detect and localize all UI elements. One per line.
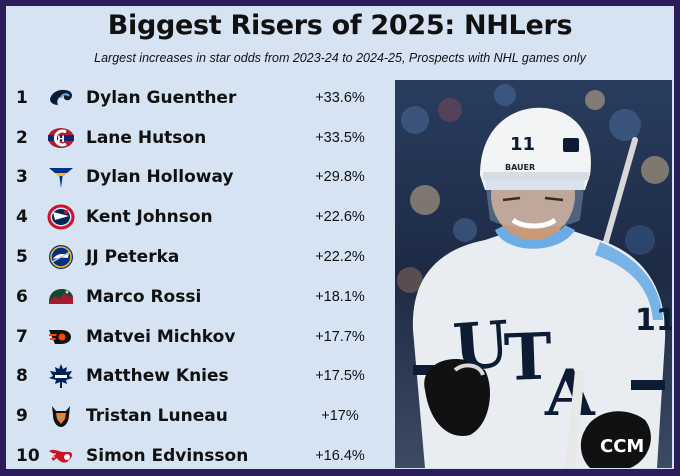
player-name: Marco Rossi xyxy=(86,286,202,307)
rank-number: 3 xyxy=(16,167,28,188)
svg-text:A: A xyxy=(544,356,596,431)
rank-number: 9 xyxy=(16,406,28,427)
rank-number: 1 xyxy=(16,87,28,108)
rank-number: 7 xyxy=(16,326,28,347)
player-name: Matthew Knies xyxy=(86,366,229,387)
list-item: 5 JJ Peterka +22.2% xyxy=(16,237,386,277)
helmet-brand: BAUER xyxy=(505,163,535,172)
star-odds-change: +17% xyxy=(321,408,359,425)
sabres-logo-icon xyxy=(46,243,76,271)
star-odds-change: +33.6% xyxy=(315,89,365,106)
star-odds-change: +17.7% xyxy=(315,328,365,345)
list-item: 4 Kent Johnson +22.6% xyxy=(16,197,386,237)
glove-brand: CCM xyxy=(600,436,644,457)
player-photo: U T A 11 11 BAUER CC xyxy=(395,80,672,468)
list-item: 3 Dylan Holloway +29.8% xyxy=(16,158,386,198)
list-item: 8 Matthew Knies +17.5% xyxy=(16,357,386,397)
star-odds-change: +22.2% xyxy=(315,249,365,266)
jersey-lettering: U T A xyxy=(451,307,596,431)
player-name: Matvei Michkov xyxy=(86,326,236,347)
shoulder-number: 11 xyxy=(635,303,672,338)
player-name: Simon Edvinsson xyxy=(86,446,249,467)
ducks-logo-icon xyxy=(46,402,76,430)
star-odds-change: +29.8% xyxy=(315,169,365,186)
canadiens-logo-icon: H xyxy=(46,124,76,152)
star-odds-change: +17.5% xyxy=(315,368,365,385)
list-item: 10 Simon Edvinsson +16.4% xyxy=(16,436,386,476)
page-title: Biggest Risers of 2025: NHLers xyxy=(107,10,573,41)
player-name: JJ Peterka xyxy=(86,247,180,268)
star-odds-change: +33.5% xyxy=(315,129,365,146)
player-ranking-list: 1 Dylan Guenther +33.6% 2 H Lane Hutson … xyxy=(16,78,386,476)
rank-number: 4 xyxy=(16,207,28,228)
player-name: Tristan Luneau xyxy=(86,406,228,427)
flyers-logo-icon xyxy=(46,323,76,351)
player-name: Lane Hutson xyxy=(86,127,207,148)
maple-leafs-logo-icon xyxy=(46,362,76,390)
star-odds-change: +22.6% xyxy=(315,209,365,226)
rank-number: 8 xyxy=(16,366,28,387)
star-odds-change: +16.4% xyxy=(315,448,365,465)
rank-number: 2 xyxy=(16,127,28,148)
infographic-card: Biggest Risers of 2025: NHLers Largest i… xyxy=(6,6,674,469)
list-item: 2 H Lane Hutson +33.5% xyxy=(16,118,386,158)
utah-logo-icon xyxy=(46,84,76,112)
blue-jackets-logo-icon xyxy=(46,203,76,231)
svg-text:H: H xyxy=(57,135,65,145)
rank-number: 10 xyxy=(16,446,40,467)
page-subtitle: Largest increases in star odds from 2023… xyxy=(94,51,586,65)
player-name: Dylan Guenther xyxy=(86,87,237,108)
svg-text:T: T xyxy=(503,319,553,396)
list-item: 1 Dylan Guenther +33.6% xyxy=(16,78,386,118)
helmet-number: 11 xyxy=(510,134,535,155)
blues-logo-icon xyxy=(46,163,76,191)
rank-number: 6 xyxy=(16,286,28,307)
list-item: 9 Tristan Luneau +17% xyxy=(16,396,386,436)
list-item: 6 Marco Rossi +18.1% xyxy=(16,277,386,317)
player-name: Dylan Holloway xyxy=(86,167,234,188)
wild-logo-icon xyxy=(46,283,76,311)
list-item: 7 Matvei Michkov +17.7% xyxy=(16,317,386,357)
star-odds-change: +18.1% xyxy=(315,288,365,305)
red-wings-logo-icon xyxy=(46,442,76,470)
player-name: Kent Johnson xyxy=(86,207,213,228)
crowd-background xyxy=(397,84,669,293)
rank-number: 5 xyxy=(16,247,28,268)
